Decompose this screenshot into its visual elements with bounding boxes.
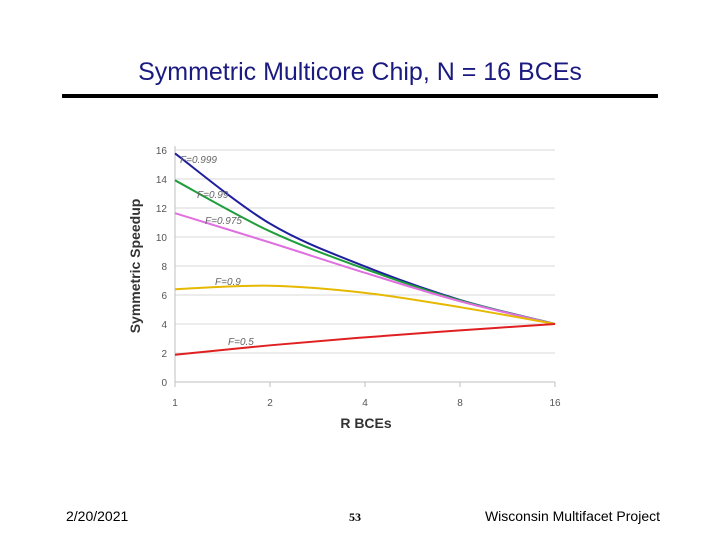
x-axis-title: R BCEs [340, 415, 392, 431]
title-underline [62, 94, 658, 98]
footer-date: 2/20/2021 [66, 508, 129, 524]
series-line-f-0-99 [174, 179, 556, 325]
y-tick-label: 8 [161, 262, 167, 273]
slide-title: Symmetric Multicore Chip, N = 16 BCEs [138, 58, 582, 86]
series-label: F=0.975 [205, 216, 242, 227]
x-tick-label: 8 [457, 398, 463, 409]
series-label: F=0.9 [215, 277, 241, 288]
y-tick-label: 16 [156, 146, 168, 157]
y-tick-label: 10 [156, 233, 168, 244]
y-tick-label: 14 [156, 175, 168, 186]
y-tick-label: 0 [161, 378, 167, 389]
y-tick-label: 12 [156, 204, 168, 215]
y-axis-title: Symmetric Speedup [127, 199, 143, 334]
x-tick-label: 16 [549, 398, 561, 409]
x-tick-label: 2 [267, 398, 273, 409]
chart-series [174, 152, 556, 356]
x-tick-label: 4 [362, 398, 368, 409]
chart-series-labels: F=0.999 F=0.99 F=0.975 F=0.9 F=0.5 [180, 155, 254, 348]
footer-page-number: 53 [349, 510, 361, 524]
x-tick-label: 1 [172, 398, 178, 409]
series-line-f-0-9 [174, 284, 556, 325]
series-label: F=0.999 [180, 155, 217, 166]
y-tick-label: 6 [161, 291, 167, 302]
y-tick-label: 2 [161, 349, 167, 360]
y-tick-label: 4 [161, 320, 167, 331]
footer-project-name: Wisconsin Multifacet Project [484, 508, 660, 524]
series-label: F=0.5 [228, 337, 254, 348]
series-label: F=0.99 [197, 190, 229, 201]
chart-grid [175, 149, 555, 354]
